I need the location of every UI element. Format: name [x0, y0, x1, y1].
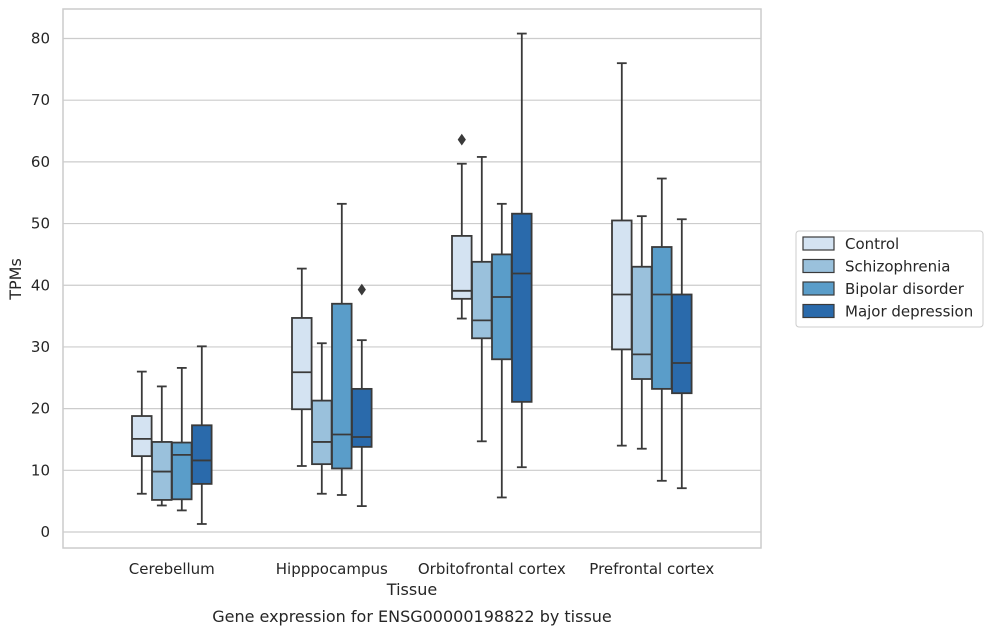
box-schizophrenia — [311, 342, 333, 495]
box-body — [471, 260, 493, 340]
legend-label: Control — [845, 235, 899, 253]
y-tick-label: 30 — [31, 338, 50, 356]
outlier-point — [357, 283, 366, 296]
y-tick-label: 60 — [31, 153, 50, 171]
box-body — [331, 302, 353, 470]
box-major-depression — [511, 32, 533, 469]
legend-swatch — [802, 303, 835, 319]
y-axis-title: TPMs — [6, 258, 25, 301]
box-major-depression — [191, 345, 213, 525]
box-bipolar-disorder — [171, 367, 193, 512]
chart-caption: Gene expression for ENSG00000198822 by t… — [212, 607, 612, 626]
x-tick-label: Hipppocampus — [276, 560, 388, 578]
legend-swatch — [802, 236, 835, 251]
box-body — [631, 265, 653, 380]
x-tick-label: Prefrontal cortex — [589, 560, 714, 578]
box-body — [611, 219, 633, 351]
y-tick-labels: 0 10 20 30 40 50 60 70 80 — [31, 30, 50, 542]
box-schizophrenia — [631, 215, 653, 450]
legend-label: Major depression — [845, 303, 973, 321]
box-body — [291, 317, 313, 411]
box-body — [451, 234, 473, 300]
legend-swatch — [802, 281, 835, 296]
box-bipolar-disorder — [331, 202, 353, 496]
y-tick-label: 10 — [31, 461, 50, 479]
box-major-depression — [671, 218, 693, 490]
box-body — [671, 293, 693, 395]
box-major-depression — [351, 283, 373, 507]
box-body — [351, 387, 373, 448]
box-body — [511, 212, 533, 403]
box-control — [291, 267, 313, 467]
x-tick-label: Orbitofrontal cortex — [418, 560, 566, 578]
y-tick-label: 0 — [40, 523, 50, 541]
y-tick-label: 50 — [31, 215, 50, 233]
x-tick-label: Cerebellum — [129, 560, 215, 578]
box-schizophrenia — [151, 385, 173, 507]
box-body — [491, 253, 513, 361]
plot-frame — [62, 8, 762, 549]
box-schizophrenia — [471, 156, 493, 443]
y-tick-label: 20 — [31, 400, 50, 418]
legend-label: Schizophrenia — [845, 258, 950, 276]
box-control — [611, 62, 633, 447]
x-tick-labels: Cerebellum Hipppocampus Orbitofrontal cort… — [129, 560, 715, 578]
box-body — [651, 246, 673, 390]
box-body — [191, 424, 213, 485]
box-body — [131, 415, 153, 458]
outlier-point — [457, 133, 466, 146]
box-control — [451, 133, 473, 320]
legend-label: Bipolar disorder — [845, 280, 965, 298]
legend-frame — [795, 230, 984, 328]
box-body — [311, 399, 333, 466]
y-tick-label: 80 — [31, 30, 50, 48]
legend: Control Schizophrenia Bipolar disorder Majo… — [795, 230, 984, 328]
y-tick-label: 40 — [31, 276, 50, 294]
box-control — [131, 370, 153, 495]
boxes — [131, 32, 693, 525]
x-axis-title: Tissue — [386, 580, 437, 599]
box-body — [171, 441, 193, 501]
legend-swatch — [802, 258, 835, 274]
y-tick-label: 70 — [31, 91, 50, 109]
box-bipolar-disorder — [491, 202, 513, 499]
